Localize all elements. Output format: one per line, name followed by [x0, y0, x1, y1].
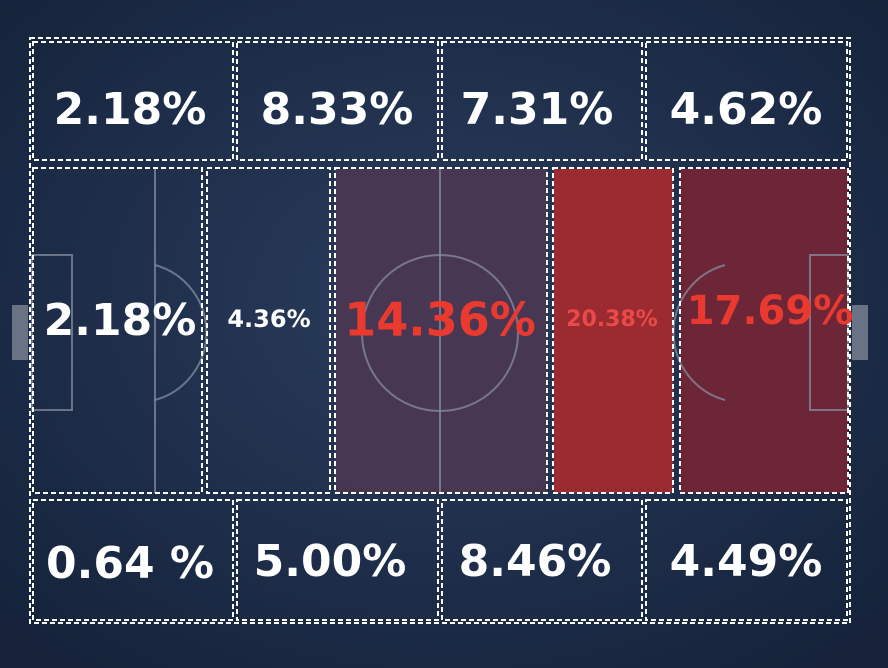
zone-label: 0.64 %: [46, 538, 214, 589]
zone-fill: [554, 169, 673, 493]
zone-label: 4.62%: [670, 84, 823, 135]
zone-label: 5.00%: [254, 536, 407, 587]
zone-label: 4.36%: [227, 305, 310, 333]
zone-label: 17.69%: [687, 288, 854, 334]
zone-label: 7.31%: [461, 84, 614, 135]
zone-label: 8.33%: [261, 84, 414, 135]
zone-label: 8.46%: [459, 536, 612, 587]
zone-fill: [680, 169, 848, 493]
zone-label: 20.38%: [566, 307, 658, 332]
zone-label: 14.36%: [344, 293, 536, 347]
zone-label: 4.49%: [670, 536, 823, 587]
zone-label: 2.18%: [44, 295, 197, 346]
zone-borders: [29, 37, 851, 624]
zone-label: 2.18%: [54, 84, 207, 135]
pitch-lines: [12, 168, 868, 493]
